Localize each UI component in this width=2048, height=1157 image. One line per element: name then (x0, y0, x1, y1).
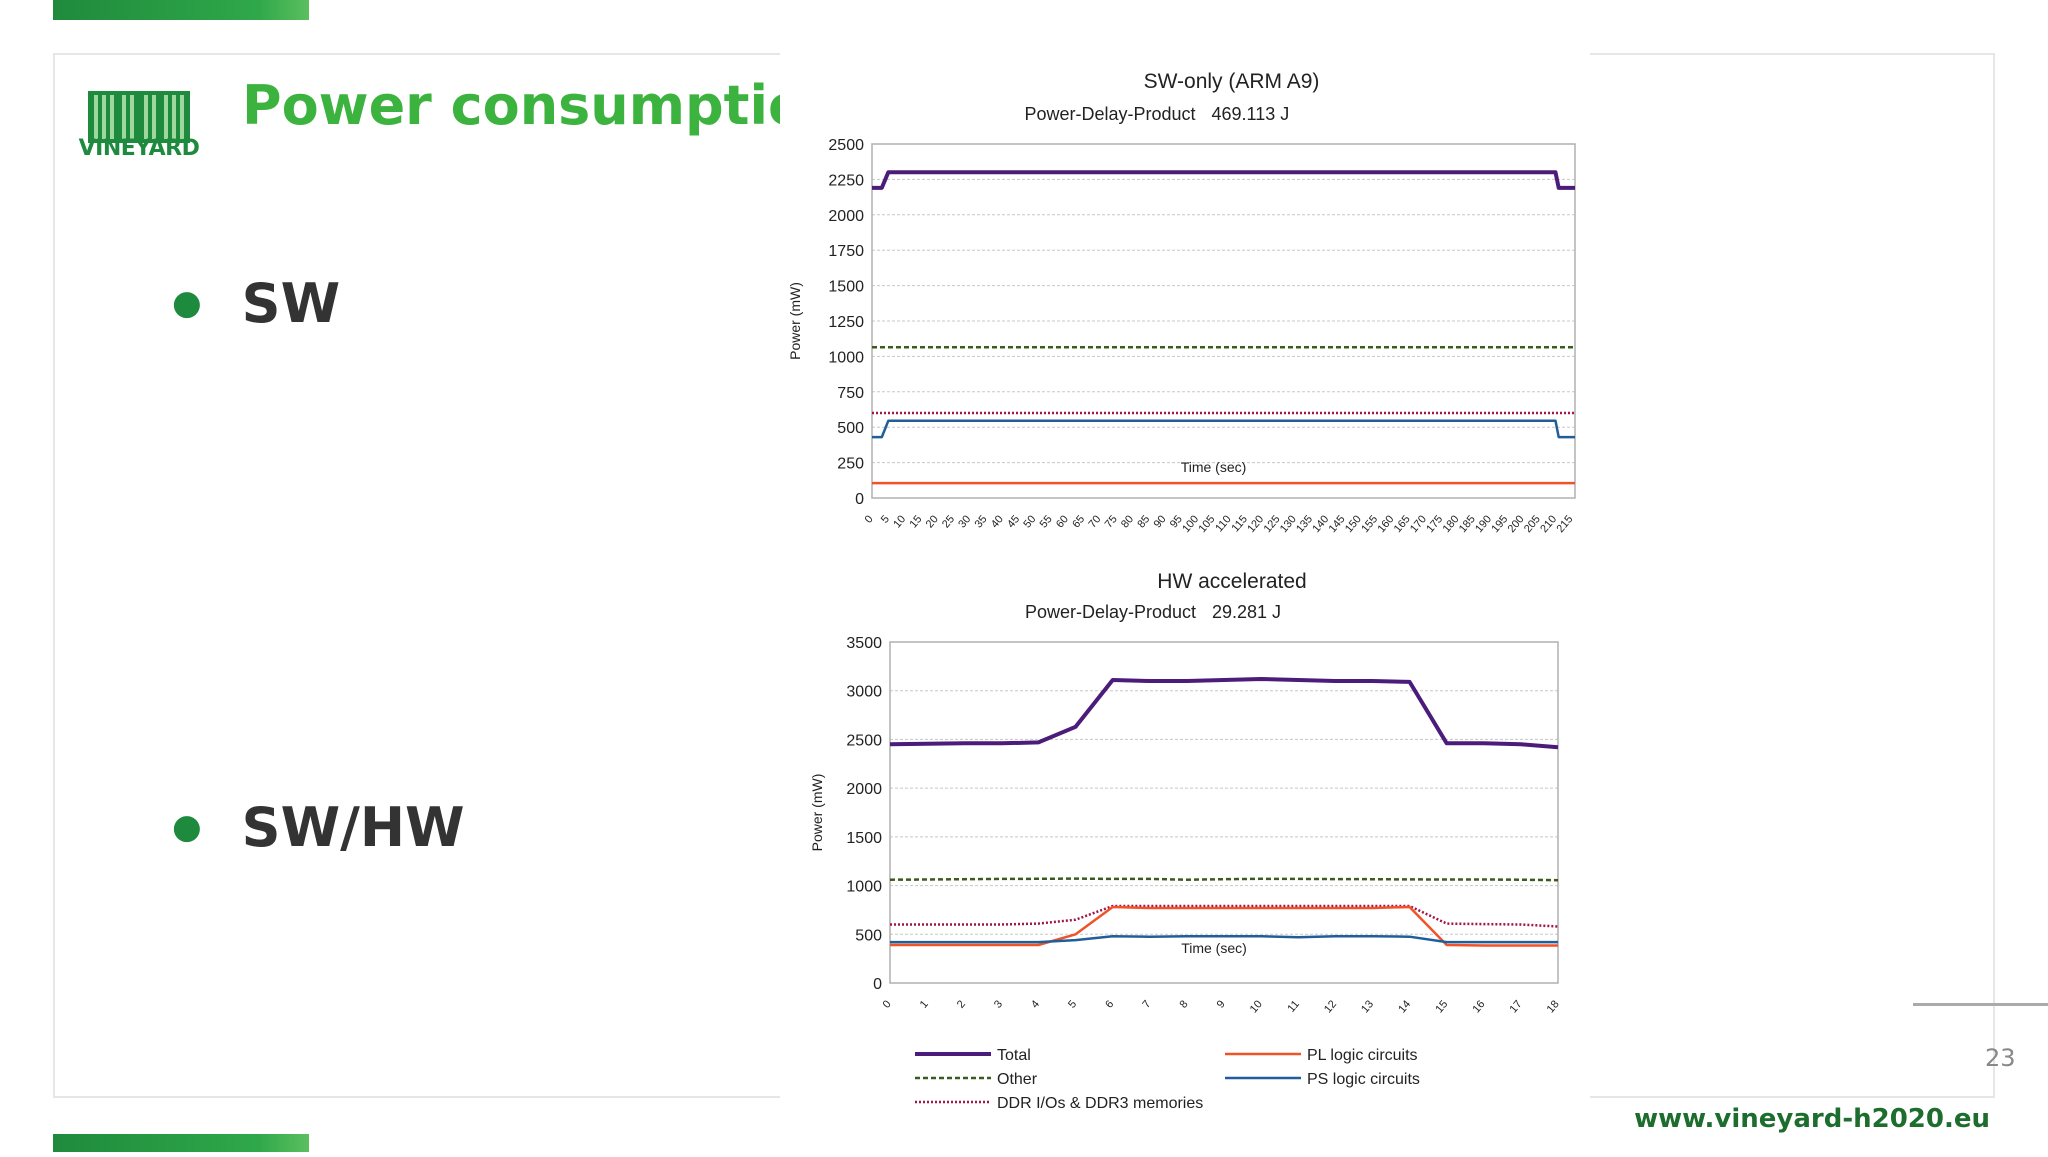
bottom-accent-bar (53, 1134, 309, 1152)
y-axis-label: Power (mW) (809, 774, 825, 852)
x-tick-label: 2 (955, 998, 968, 1010)
x-tick-label: 0 (881, 998, 894, 1010)
y-tick-label: 1000 (846, 879, 882, 896)
series-line (872, 170, 1575, 190)
vineyard-logo-icon (88, 91, 190, 143)
x-tick-label: 30 (956, 513, 973, 530)
y-tick-label: 2500 (828, 137, 864, 154)
x-tick-label: 12 (1322, 998, 1339, 1015)
bullet-dot-icon: ● (172, 807, 202, 847)
plot-area (889, 641, 1559, 984)
legend-label: PS logic circuits (1307, 1071, 1420, 1088)
pdp-label: Power-Delay-Product (1024, 104, 1195, 124)
x-axis-label: Time (sec) (1181, 459, 1247, 475)
chart-title: SW-only (ARM A9) (1144, 70, 1320, 93)
legend-label: PL logic circuits (1307, 1047, 1418, 1064)
x-tick-label: 8 (1177, 998, 1190, 1010)
x-tick-label: 45 (1005, 513, 1022, 530)
power-charts: SW-only (ARM A9) Power-Delay-Product 469.1… (787, 70, 1576, 1112)
x-axis-label: Time (sec) (1181, 940, 1247, 956)
x-tick-label: 50 (1021, 513, 1038, 530)
x-tick-label: 65 (1070, 513, 1087, 530)
legend-label: DDR I/Os & DDR3 memories (997, 1095, 1203, 1112)
pdp-value: 29.281 J (1212, 602, 1281, 622)
y-tick-label: 500 (855, 927, 882, 944)
y-tick-label: 250 (837, 456, 864, 473)
x-tick-label: 11 (1285, 998, 1302, 1014)
legend-label: Other (997, 1071, 1038, 1088)
slide-title: Power consumption (242, 74, 844, 137)
y-tick-label: 2250 (828, 172, 864, 189)
y-tick-label: 2000 (828, 208, 864, 225)
chart-panel: SW-only (ARM A9) Power-Delay-Product 469.1… (780, 52, 1590, 1152)
y-tick-label: 750 (837, 385, 864, 402)
chart-title: HW accelerated (1157, 570, 1306, 593)
bullet-text: SW/HW (241, 796, 465, 859)
series-line (890, 905, 1558, 947)
x-tick-label: 16 (1470, 998, 1487, 1015)
top-accent-bar (53, 0, 309, 20)
x-tick-label: 0 (863, 513, 876, 525)
x-tick-label: 5 (1066, 998, 1079, 1010)
legend-label: Total (997, 1047, 1031, 1064)
series-line (890, 904, 1559, 928)
x-tick-label: 215 (1554, 513, 1575, 535)
x-tick-label: 90 (1152, 513, 1169, 530)
x-tick-label: 60 (1054, 513, 1071, 530)
x-tick-label: 15 (1433, 998, 1450, 1015)
pdp-label: Power-Delay-Product (1025, 602, 1196, 622)
x-tick-label: 9 (1215, 998, 1228, 1010)
y-tick-label: 2500 (846, 732, 882, 749)
x-tick-label: 85 (1135, 513, 1152, 530)
y-tick-label: 0 (873, 976, 882, 993)
x-tick-label: 7 (1140, 998, 1153, 1010)
x-tick-label: 17 (1508, 998, 1525, 1015)
series-line (889, 677, 1559, 750)
website-url: www.vineyard-h2020.eu (1634, 1104, 1990, 1134)
bullet-text: SW (241, 272, 341, 335)
x-tick-label: 75 (1103, 513, 1120, 530)
x-tick-label: 3 (992, 998, 1005, 1010)
x-tick-label: 25 (940, 513, 957, 530)
x-tick-label: 20 (924, 513, 941, 530)
bullet-sw: ● SW (172, 272, 340, 335)
x-tick-label: 10 (891, 513, 908, 530)
y-tick-label: 3500 (846, 635, 882, 652)
bullet-swhw: ● SW/HW (172, 796, 465, 859)
y-axis-label: Power (mW) (787, 282, 803, 360)
x-tick-label: 35 (973, 513, 990, 530)
x-tick-label: 4 (1029, 998, 1042, 1010)
x-tick-label: 14 (1396, 998, 1413, 1015)
plot-area (871, 143, 1576, 499)
x-tick-label: 15 (907, 513, 924, 530)
x-tick-label: 55 (1038, 513, 1055, 530)
y-tick-label: 1500 (846, 830, 882, 847)
series-line (872, 419, 1575, 439)
x-tick-label: 6 (1103, 998, 1116, 1010)
x-tick-label: 1 (918, 998, 931, 1010)
pdp-value: 469.113 J (1212, 104, 1290, 124)
series-line (889, 877, 1559, 882)
series-line (890, 934, 1558, 944)
x-tick-label: 10 (1248, 998, 1265, 1015)
y-tick-label: 2000 (846, 781, 882, 798)
bullet-dot-icon: ● (172, 283, 202, 323)
y-tick-label: 3000 (846, 684, 882, 701)
x-tick-label: 40 (989, 513, 1006, 530)
y-tick-label: 1500 (828, 279, 864, 296)
x-tick-label: 18 (1545, 998, 1562, 1015)
y-tick-label: 1750 (828, 243, 864, 260)
logo-text: VINEYARD (78, 136, 200, 161)
x-tick-label: 70 (1086, 513, 1103, 530)
x-tick-label: 5 (879, 513, 892, 525)
page-number: 23 (1985, 1044, 2016, 1072)
y-tick-label: 500 (837, 420, 864, 437)
y-tick-label: 1250 (828, 314, 864, 331)
page-divider (1913, 1003, 2048, 1006)
x-tick-label: 80 (1119, 513, 1136, 530)
x-tick-label: 13 (1359, 998, 1376, 1015)
y-tick-label: 0 (855, 491, 864, 508)
y-tick-label: 1000 (828, 349, 864, 366)
